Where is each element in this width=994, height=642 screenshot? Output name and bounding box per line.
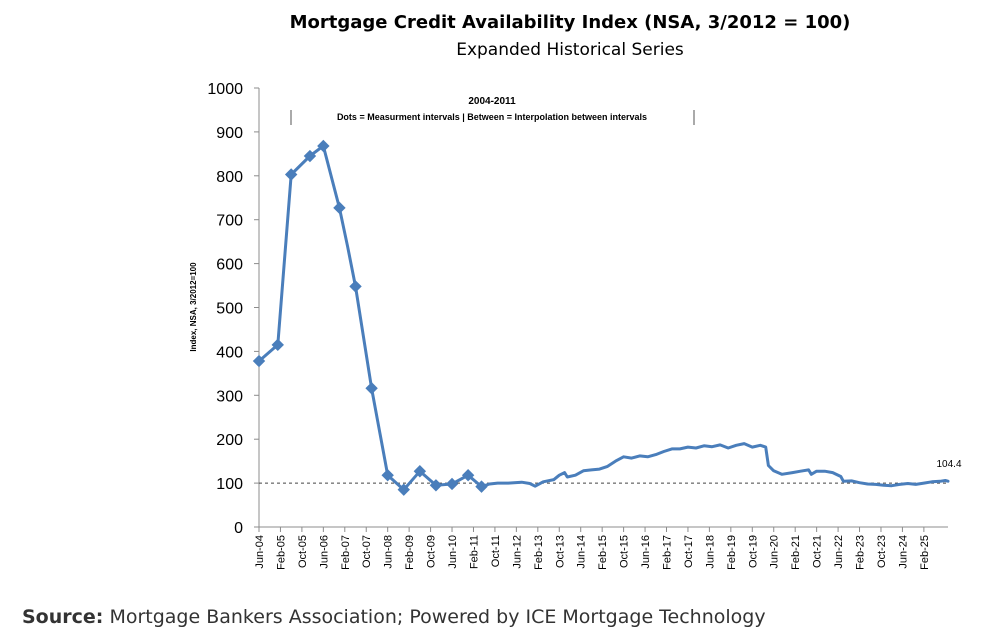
data-point-marker bbox=[349, 280, 362, 293]
x-tick-label: Feb-15 bbox=[597, 535, 609, 570]
data-point-marker bbox=[303, 149, 317, 163]
data-point-marker bbox=[271, 338, 284, 352]
x-tick-label: Jun-14 bbox=[576, 535, 588, 569]
y-tick-label: 500 bbox=[216, 301, 243, 318]
x-tick-label: Feb-23 bbox=[855, 535, 867, 570]
y-tick-label: 900 bbox=[216, 125, 243, 142]
annotation-title: 2004-2011 bbox=[468, 96, 516, 107]
x-tick-label: Jun-10 bbox=[447, 535, 459, 569]
source-footnote: Source: Mortgage Bankers Association; Po… bbox=[22, 606, 766, 628]
data-point-marker bbox=[252, 354, 266, 368]
y-tick-label: 600 bbox=[216, 257, 243, 274]
x-tick-label: Feb-05 bbox=[275, 535, 287, 570]
data-point-marker bbox=[381, 468, 394, 482]
x-tick-label: Oct-05 bbox=[297, 535, 309, 568]
y-tick-label: 700 bbox=[216, 213, 243, 230]
y-tick-label: 100 bbox=[216, 476, 243, 493]
data-point-marker bbox=[284, 168, 298, 181]
x-tick-label: Feb-25 bbox=[919, 535, 931, 570]
chart-subtitle: Expanded Historical Series bbox=[456, 40, 684, 60]
x-tick-label: Oct-17 bbox=[683, 535, 695, 568]
data-point-marker bbox=[365, 382, 378, 395]
y-tick-label: 0 bbox=[234, 520, 243, 537]
x-tick-label: Jun-16 bbox=[640, 535, 652, 569]
x-tick-label: Jun-22 bbox=[833, 535, 845, 569]
y-axis-title: Index, NSA, 3/2012=100 bbox=[189, 262, 198, 352]
x-tick-label: Feb-11 bbox=[468, 535, 480, 569]
data-point-marker bbox=[429, 479, 443, 492]
x-tick-label: Feb-13 bbox=[533, 535, 545, 570]
x-tick-label: Oct-19 bbox=[747, 535, 759, 568]
x-tick-label: Jun-04 bbox=[254, 535, 266, 569]
data-point-marker bbox=[333, 201, 346, 215]
data-point-marker bbox=[397, 483, 410, 496]
y-tick-label: 800 bbox=[216, 169, 243, 186]
x-tick-label: Oct-21 bbox=[812, 535, 824, 568]
x-tick-label: Jun-24 bbox=[897, 535, 909, 569]
y-tick-label: 300 bbox=[216, 388, 243, 405]
x-tick-label: Jun-18 bbox=[704, 535, 716, 569]
x-tick-label: Oct-13 bbox=[554, 535, 566, 568]
data-point-marker bbox=[445, 477, 459, 491]
data-point-marker bbox=[413, 465, 427, 478]
y-tick-label: 200 bbox=[216, 432, 243, 449]
x-tick-label: Oct-09 bbox=[426, 535, 438, 568]
x-tick-label: Jun-08 bbox=[383, 535, 395, 569]
line-chart: 0 100 200 300 400 500 600 700 800 900 1000 Jun-04 Fe… bbox=[189, 81, 962, 570]
x-tick-label: Feb-21 bbox=[790, 535, 802, 570]
x-tick-label: Oct-07 bbox=[361, 535, 373, 568]
x-tick-label: Jun-06 bbox=[318, 535, 330, 569]
source-text: Mortgage Bankers Association; Powered by… bbox=[109, 606, 766, 628]
data-point-marker bbox=[317, 139, 330, 153]
data-point-marker bbox=[461, 468, 475, 482]
source-label: Source: bbox=[22, 606, 104, 628]
x-tick-label: Jun-20 bbox=[769, 535, 781, 569]
data-point-marker bbox=[475, 480, 488, 493]
x-tick-label: Feb-07 bbox=[340, 535, 352, 570]
x-tick-label: Oct-15 bbox=[619, 535, 631, 568]
x-tick-label: Feb-17 bbox=[662, 535, 674, 570]
series-line bbox=[257, 144, 950, 492]
y-tick-label: 400 bbox=[216, 344, 243, 361]
x-tick-label: Jun-12 bbox=[511, 535, 523, 569]
chart-title: Mortgage Credit Availability Index (NSA,… bbox=[289, 12, 851, 33]
x-tick-label: Feb-09 bbox=[404, 535, 416, 570]
x-tick-label: Feb-19 bbox=[726, 535, 738, 570]
annotation-text: Dots = Measurment intervals | Between = … bbox=[337, 112, 647, 122]
end-value-label: 104.4 bbox=[936, 459, 961, 470]
y-tick-label: 1000 bbox=[207, 81, 243, 98]
x-tick-label: Oct-23 bbox=[876, 535, 888, 568]
x-tick-label: Oct-11 bbox=[490, 535, 502, 567]
